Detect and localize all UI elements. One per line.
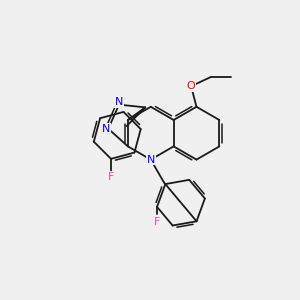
- Text: O: O: [187, 81, 196, 91]
- Text: F: F: [108, 172, 114, 182]
- Text: F: F: [154, 217, 160, 227]
- Text: N: N: [147, 154, 155, 165]
- Text: N: N: [115, 97, 123, 107]
- Text: N: N: [102, 124, 110, 134]
